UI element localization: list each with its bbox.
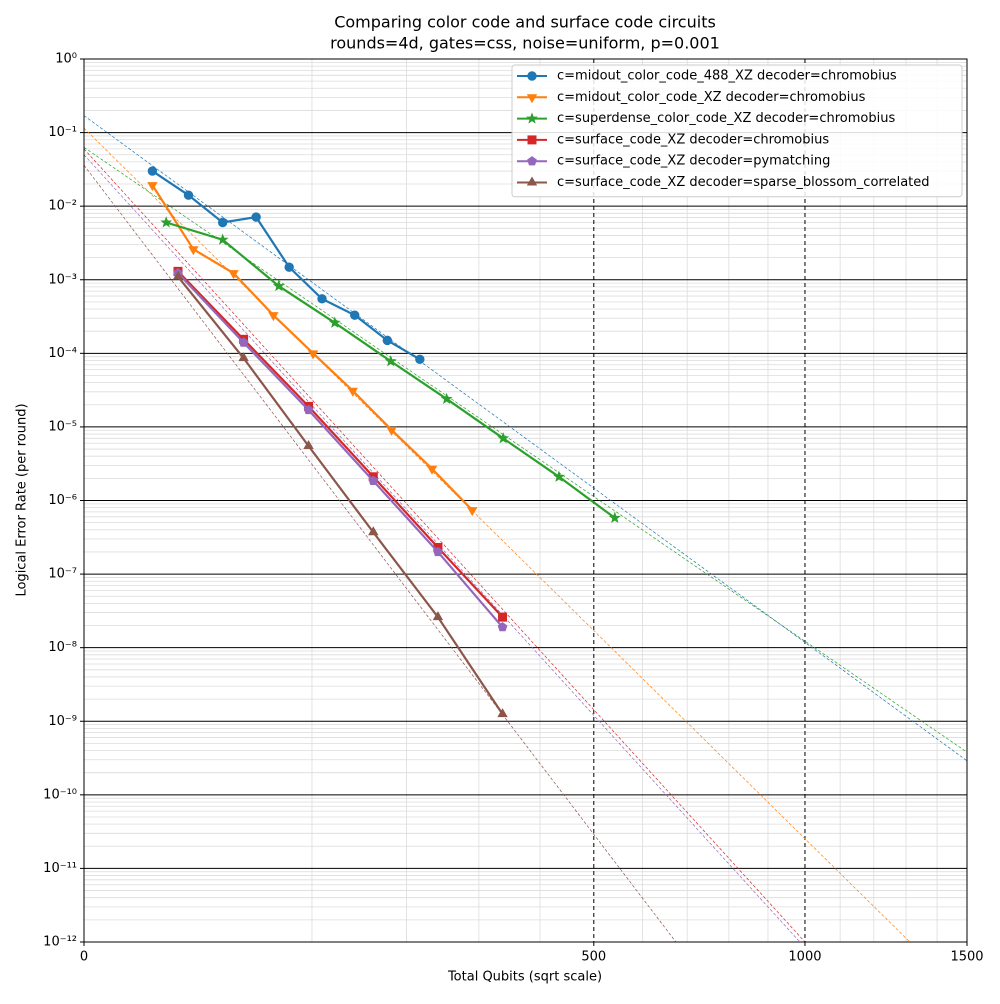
y-tick-label: 10⁻⁸ xyxy=(48,640,77,655)
marker xyxy=(467,507,478,517)
marker xyxy=(272,279,285,292)
y-tick-label: 10⁻⁹ xyxy=(48,714,77,729)
fit-line xyxy=(84,147,967,753)
marker xyxy=(238,337,249,347)
legend-label: c=superdense_color_code_XZ decoder=chrom… xyxy=(557,111,895,126)
marker xyxy=(382,335,393,346)
marker xyxy=(303,440,314,450)
x-tick-label: 0 xyxy=(80,950,88,965)
fit-line xyxy=(84,127,911,942)
fit-line xyxy=(84,165,677,942)
marker xyxy=(160,216,173,228)
marker xyxy=(426,465,438,475)
fit-line xyxy=(84,115,967,762)
x-axis-label: Total Qubits (sqrt scale) xyxy=(447,970,602,985)
y-tick-label: 10⁻⁶ xyxy=(48,493,77,508)
marker xyxy=(284,262,294,272)
series-line xyxy=(177,272,504,628)
y-tick-label: 10⁻⁷ xyxy=(48,567,77,582)
chart-subtitle: rounds=4d, gates=css, noise=uniform, p=0… xyxy=(330,34,720,53)
fit-line xyxy=(84,148,806,942)
y-tick-label: 10⁰ xyxy=(55,52,77,67)
marker xyxy=(183,190,194,200)
marker xyxy=(216,233,229,245)
legend: c=midout_color_code_488_XZ decoder=chrom… xyxy=(511,64,963,198)
marker xyxy=(317,294,327,304)
legend-label: c=surface_code_XZ decoder=chromobius xyxy=(557,132,829,147)
marker xyxy=(526,94,538,104)
y-tick-label: 10⁻⁵ xyxy=(48,419,77,434)
series-line xyxy=(177,276,504,715)
legend-label: c=midout_color_code_XZ decoder=chromobiu… xyxy=(557,90,866,105)
y-tick-label: 10⁻³ xyxy=(48,272,77,287)
legend-label: c=surface_code_XZ decoder=pymatching xyxy=(557,154,830,169)
marker xyxy=(526,112,538,124)
marker xyxy=(432,611,444,621)
marker xyxy=(347,387,358,397)
marker xyxy=(497,708,508,718)
legend-label: c=midout_color_code_488_XZ decoder=chrom… xyxy=(557,69,897,84)
y-axis-label: Logical Error Rate (per round) xyxy=(15,403,30,596)
marker xyxy=(350,310,360,320)
marker xyxy=(268,312,279,322)
marker xyxy=(147,166,158,176)
marker xyxy=(384,355,397,367)
legend-box xyxy=(511,64,963,198)
y-tick-label: 10⁻¹² xyxy=(43,935,77,950)
marker xyxy=(498,612,508,622)
y-tick-label: 10⁻¹ xyxy=(48,125,77,140)
marker xyxy=(188,246,199,256)
x-tick-label: 1000 xyxy=(788,950,821,965)
marker xyxy=(415,354,425,364)
axes: 10⁻¹² 10⁻¹¹ 10⁻¹⁰ 10⁻⁹ 10⁻⁸ 10⁻⁷ 10⁻⁶ 10⁻⁵ 10⁻⁴ 1… xyxy=(43,52,983,965)
marker xyxy=(526,176,538,186)
marker xyxy=(386,426,397,436)
marker xyxy=(307,350,319,360)
marker xyxy=(368,526,379,536)
y-tick-label: 10⁻¹¹ xyxy=(43,861,77,876)
legend-label: c=surface_code_XZ decoder=sparse_blossom… xyxy=(557,175,930,190)
y-tick-label: 10⁻⁴ xyxy=(48,346,77,361)
marker xyxy=(440,392,453,404)
marker xyxy=(527,135,537,145)
x-tick-label: 1500 xyxy=(950,950,983,965)
marker xyxy=(553,470,565,482)
marker xyxy=(433,546,443,557)
marker xyxy=(368,475,379,485)
marker xyxy=(497,432,510,444)
marker xyxy=(328,316,341,328)
chart-title: Comparing color code and surface code ci… xyxy=(334,13,716,32)
marker xyxy=(238,352,249,362)
marker xyxy=(217,217,228,228)
marker xyxy=(251,212,261,222)
y-tick-label: 10⁻² xyxy=(48,199,77,214)
marker xyxy=(527,156,537,166)
marker xyxy=(147,182,158,192)
plot-area xyxy=(84,115,967,942)
y-tick-label: 10⁻¹⁰ xyxy=(43,787,77,802)
marker xyxy=(228,270,239,280)
marker xyxy=(172,270,184,280)
series-line xyxy=(177,270,504,618)
marker xyxy=(497,622,508,632)
marker xyxy=(608,511,621,523)
x-tick-label: 500 xyxy=(581,950,606,965)
marker xyxy=(527,71,537,81)
marker xyxy=(303,404,314,415)
